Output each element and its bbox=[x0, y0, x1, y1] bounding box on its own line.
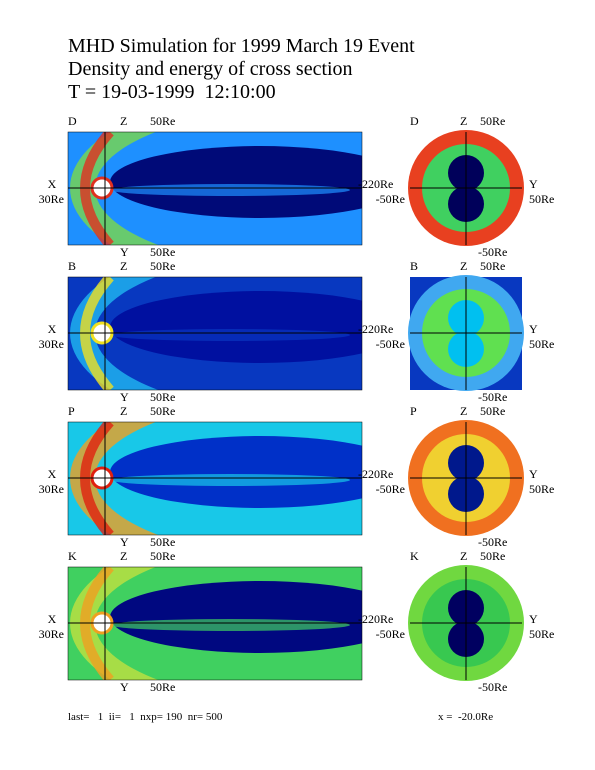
axis-label: Y bbox=[529, 467, 538, 481]
variable-label: P bbox=[68, 404, 75, 418]
extent-label: -50Re bbox=[478, 680, 507, 694]
axis-label: X bbox=[48, 612, 57, 626]
plasma-sheet bbox=[110, 184, 350, 196]
extent-label: 30Re bbox=[39, 337, 64, 351]
variable-label: K bbox=[68, 549, 77, 563]
title-line: T = 19-03-1999 12:10:00 bbox=[68, 81, 276, 103]
extent-label: 50Re bbox=[150, 259, 175, 273]
extent-label: -50Re bbox=[376, 192, 405, 206]
plasma-sheet bbox=[110, 474, 350, 486]
axis-label: Y bbox=[529, 177, 538, 191]
axis-label: Z bbox=[120, 114, 127, 128]
tail bbox=[110, 291, 362, 363]
plasma-sheet bbox=[110, 619, 350, 631]
axis-label: X bbox=[48, 322, 57, 336]
axis-label: Y bbox=[120, 680, 129, 694]
extent-label: 50Re bbox=[480, 549, 505, 563]
axis-label: X bbox=[48, 467, 57, 481]
axis-label: Y bbox=[120, 390, 129, 404]
variable-label: B bbox=[410, 259, 418, 273]
extent-label: -220Re bbox=[358, 322, 393, 336]
extent-label: 50Re bbox=[150, 390, 175, 404]
extent-label: 50Re bbox=[150, 404, 175, 418]
axis-label: Z bbox=[460, 404, 467, 418]
axis-label: Y bbox=[529, 322, 538, 336]
extent-label: 50Re bbox=[150, 549, 175, 563]
extent-label: 50Re bbox=[480, 404, 505, 418]
extent-label: 50Re bbox=[150, 245, 175, 259]
footer-status: last= 1 ii= 1 nxp= 190 nr= 500 bbox=[68, 711, 223, 723]
extent-label: 50Re bbox=[529, 482, 554, 496]
extent-label: -50Re bbox=[478, 245, 507, 259]
variable-label: D bbox=[68, 114, 77, 128]
extent-label: -220Re bbox=[358, 177, 393, 191]
axis-label: Z bbox=[460, 259, 467, 273]
axis-label: Z bbox=[120, 404, 127, 418]
extent-label: 50Re bbox=[150, 680, 175, 694]
extent-label: -50Re bbox=[478, 390, 507, 404]
axis-label: Y bbox=[529, 612, 538, 626]
extent-label: 50Re bbox=[529, 337, 554, 351]
extent-label: 50Re bbox=[480, 259, 505, 273]
title-line: Density and energy of cross section bbox=[68, 58, 353, 80]
variable-label: B bbox=[68, 259, 76, 273]
axis-label: Z bbox=[120, 549, 127, 563]
extent-label: -50Re bbox=[376, 627, 405, 641]
variable-label: D bbox=[410, 114, 419, 128]
extent-label: -50Re bbox=[376, 482, 405, 496]
axis-label: Z bbox=[120, 259, 127, 273]
extent-label: 50Re bbox=[150, 114, 175, 128]
plasma-sheet bbox=[110, 329, 350, 341]
extent-label: 50Re bbox=[529, 627, 554, 641]
extent-label: -220Re bbox=[358, 467, 393, 481]
extent-label: -50Re bbox=[478, 535, 507, 549]
extent-label: 30Re bbox=[39, 627, 64, 641]
extent-label: -220Re bbox=[358, 612, 393, 626]
axis-label: Z bbox=[460, 114, 467, 128]
extent-label: 50Re bbox=[150, 535, 175, 549]
extent-label: 50Re bbox=[529, 192, 554, 206]
tail bbox=[110, 146, 362, 218]
variable-label: P bbox=[410, 404, 417, 418]
extent-label: 50Re bbox=[480, 114, 505, 128]
axis-label: X bbox=[48, 177, 57, 191]
title-line: MHD Simulation for 1999 March 19 Event bbox=[68, 35, 415, 57]
footer-position: x = -20.0Re bbox=[438, 711, 493, 723]
extent-label: 30Re bbox=[39, 192, 64, 206]
axis-label: Y bbox=[120, 245, 129, 259]
extent-label: -50Re bbox=[376, 337, 405, 351]
tail bbox=[110, 581, 362, 653]
axis-label: Z bbox=[460, 549, 467, 563]
extent-label: 30Re bbox=[39, 482, 64, 496]
tail bbox=[110, 436, 362, 508]
axis-label: Y bbox=[120, 535, 129, 549]
variable-label: K bbox=[410, 549, 419, 563]
